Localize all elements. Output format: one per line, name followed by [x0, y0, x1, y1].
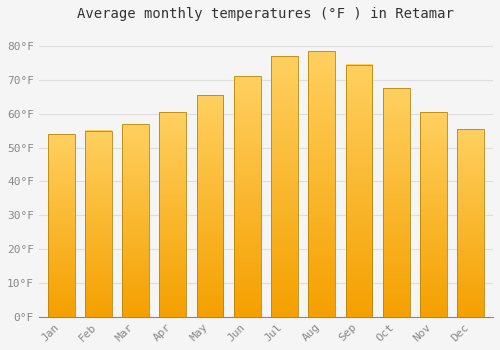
- Bar: [308, 51, 335, 317]
- Bar: [196, 95, 224, 317]
- Bar: [48, 134, 74, 317]
- Bar: [122, 124, 149, 317]
- Bar: [271, 56, 298, 317]
- Bar: [346, 65, 372, 317]
- Bar: [346, 65, 372, 317]
- Bar: [458, 129, 484, 317]
- Bar: [160, 112, 186, 317]
- Bar: [85, 131, 112, 317]
- Bar: [160, 112, 186, 317]
- Bar: [234, 76, 260, 317]
- Bar: [383, 88, 409, 317]
- Bar: [458, 129, 484, 317]
- Bar: [234, 76, 260, 317]
- Bar: [85, 131, 112, 317]
- Bar: [308, 51, 335, 317]
- Bar: [383, 88, 409, 317]
- Bar: [196, 95, 224, 317]
- Bar: [122, 124, 149, 317]
- Bar: [420, 112, 447, 317]
- Title: Average monthly temperatures (°F ) in Retamar: Average monthly temperatures (°F ) in Re…: [78, 7, 454, 21]
- Bar: [420, 112, 447, 317]
- Bar: [271, 56, 298, 317]
- Bar: [48, 134, 74, 317]
